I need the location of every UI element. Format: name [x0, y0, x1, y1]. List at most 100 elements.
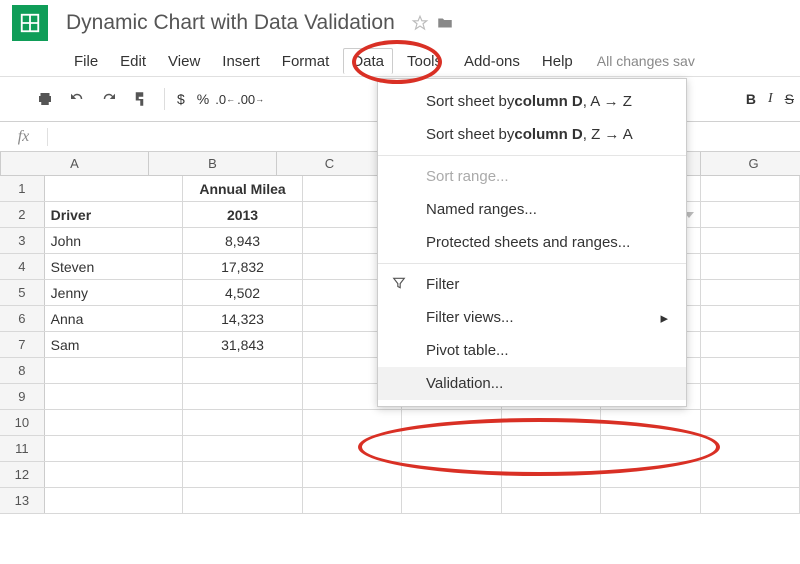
cell[interactable] [502, 436, 601, 461]
cell[interactable] [183, 410, 303, 435]
cell[interactable] [701, 254, 800, 279]
menu-tools[interactable]: Tools [399, 49, 450, 74]
cell[interactable]: 14,323 [183, 306, 303, 331]
row-header[interactable]: 9 [0, 384, 45, 409]
cell[interactable] [701, 462, 800, 487]
format-percent[interactable]: % [191, 91, 215, 107]
cell[interactable] [183, 436, 303, 461]
row-header[interactable]: 2 [0, 202, 45, 227]
menu-sort-za[interactable]: Sort sheet by column D, Z → A [378, 118, 686, 151]
italic-button[interactable]: I [762, 91, 779, 107]
format-currency[interactable]: $ [171, 91, 191, 107]
cell[interactable] [45, 176, 183, 201]
row-header[interactable]: 10 [0, 410, 45, 435]
menu-sort-az[interactable]: Sort sheet by column D, A → Z [378, 85, 686, 118]
row-header[interactable]: 12 [0, 462, 45, 487]
print-icon[interactable] [30, 84, 60, 114]
row-header[interactable]: 1 [0, 176, 45, 201]
decrease-decimal-icon[interactable]: .0← [215, 84, 235, 114]
menu-file[interactable]: File [66, 49, 106, 74]
row-header[interactable]: 8 [0, 358, 45, 383]
cell[interactable] [45, 358, 183, 383]
cell[interactable] [402, 462, 501, 487]
menu-data[interactable]: Data [343, 48, 393, 74]
cell[interactable] [502, 488, 601, 513]
row-header[interactable]: 7 [0, 332, 45, 357]
cell[interactable]: 2013 [183, 202, 303, 227]
cell[interactable] [402, 488, 501, 513]
cell[interactable]: Anna [45, 306, 183, 331]
row-header[interactable]: 3 [0, 228, 45, 253]
cell[interactable] [303, 410, 402, 435]
row-header[interactable]: 13 [0, 488, 45, 513]
cell[interactable] [402, 436, 501, 461]
increase-decimal-icon[interactable]: .00→ [237, 84, 264, 114]
menu-protected-sheets[interactable]: Protected sheets and ranges... [378, 226, 686, 259]
cell[interactable]: 8,943 [183, 228, 303, 253]
cell[interactable] [303, 462, 402, 487]
menu-format[interactable]: Format [274, 49, 338, 74]
cell[interactable] [183, 384, 303, 409]
strike-button[interactable]: S [779, 91, 800, 107]
cell[interactable] [45, 410, 183, 435]
cell[interactable] [701, 306, 800, 331]
cell[interactable] [502, 410, 601, 435]
row-header[interactable]: 5 [0, 280, 45, 305]
menu-validation[interactable]: Validation... [378, 367, 686, 400]
menu-addons[interactable]: Add-ons [456, 49, 528, 74]
column-header-c[interactable]: C [277, 152, 383, 175]
cell[interactable]: John [45, 228, 183, 253]
menu-insert[interactable]: Insert [214, 49, 268, 74]
menu-sort-range[interactable]: Sort range... [378, 160, 686, 193]
bold-button[interactable]: B [740, 91, 762, 107]
cell[interactable] [701, 332, 800, 357]
column-header-b[interactable]: B [149, 152, 277, 175]
cell[interactable] [701, 384, 800, 409]
menu-filter[interactable]: Filter [378, 268, 686, 301]
row-header[interactable]: 11 [0, 436, 45, 461]
cell[interactable]: 4,502 [183, 280, 303, 305]
undo-icon[interactable] [62, 84, 92, 114]
cell[interactable] [45, 462, 183, 487]
cell[interactable] [701, 280, 800, 305]
cell[interactable] [601, 410, 700, 435]
cell[interactable]: 17,832 [183, 254, 303, 279]
cell[interactable] [502, 462, 601, 487]
column-header-g[interactable]: G [701, 152, 800, 175]
sheets-logo[interactable] [12, 5, 48, 41]
menu-filter-views[interactable]: Filter views... ▸ [378, 301, 686, 334]
cell[interactable] [45, 384, 183, 409]
cell[interactable] [45, 488, 183, 513]
cell[interactable] [303, 436, 402, 461]
document-title[interactable]: Dynamic Chart with Data Validation [66, 11, 395, 35]
menu-pivot-table[interactable]: Pivot table... [378, 334, 686, 367]
folder-icon[interactable] [435, 14, 455, 32]
cell[interactable] [601, 462, 700, 487]
cell[interactable] [701, 488, 800, 513]
cell[interactable] [701, 176, 800, 201]
cell[interactable] [303, 488, 402, 513]
cell[interactable] [601, 488, 700, 513]
cell[interactable] [701, 358, 800, 383]
cell[interactable]: Driver [45, 202, 183, 227]
redo-icon[interactable] [94, 84, 124, 114]
cell[interactable]: Annual Milea [183, 176, 303, 201]
cell[interactable]: Steven [45, 254, 183, 279]
cell[interactable] [701, 410, 800, 435]
cell[interactable]: 31,843 [183, 332, 303, 357]
cell[interactable] [701, 202, 800, 227]
row-header[interactable]: 6 [0, 306, 45, 331]
cell[interactable] [183, 488, 303, 513]
cell[interactable] [183, 462, 303, 487]
menu-help[interactable]: Help [534, 49, 581, 74]
cell[interactable] [701, 228, 800, 253]
cell[interactable] [601, 436, 700, 461]
cell[interactable] [701, 436, 800, 461]
star-icon[interactable] [411, 14, 429, 32]
menu-edit[interactable]: Edit [112, 49, 154, 74]
row-header[interactable]: 4 [0, 254, 45, 279]
cell[interactable]: Sam [45, 332, 183, 357]
cell[interactable] [45, 436, 183, 461]
cell[interactable]: Jenny [45, 280, 183, 305]
paint-format-icon[interactable] [126, 84, 156, 114]
